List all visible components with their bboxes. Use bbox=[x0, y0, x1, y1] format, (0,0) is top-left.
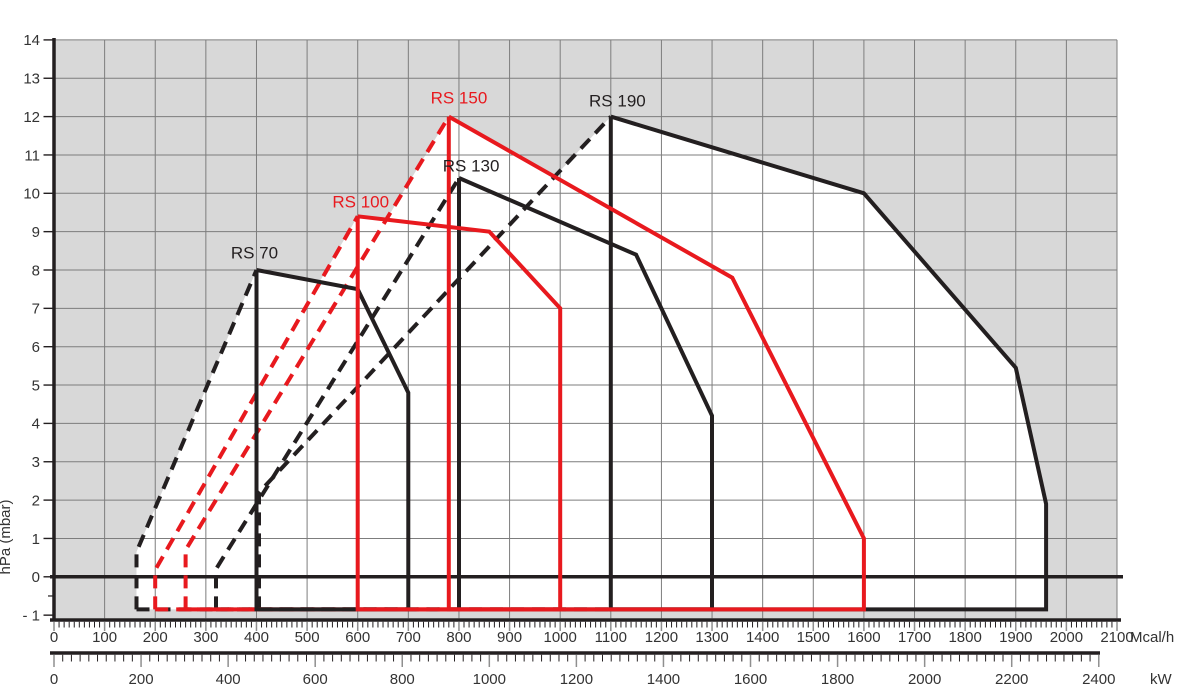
y-tick-label: 5 bbox=[32, 377, 40, 394]
mcal-tick-label: 1100 bbox=[595, 629, 627, 646]
kw-tick-label: 800 bbox=[390, 671, 415, 688]
mcal-tick-label: 1700 bbox=[898, 629, 931, 646]
mcal-tick-label: 1800 bbox=[948, 629, 981, 646]
rs-70-min-boundary bbox=[134, 269, 259, 610]
rs-130-min-boundary bbox=[214, 176, 461, 610]
kw-tick-label: 1600 bbox=[734, 671, 767, 688]
rs-190-min-boundary bbox=[257, 115, 613, 610]
rs-70-label: RS 70 bbox=[231, 244, 278, 263]
y-tick-label: 13 bbox=[23, 71, 40, 88]
mcal-tick-label: 900 bbox=[497, 629, 522, 646]
chart-background bbox=[54, 39, 1117, 619]
kw-unit-label: kW bbox=[1150, 671, 1173, 688]
mcal-tick-label: 1500 bbox=[797, 629, 830, 646]
kw-tick-label: 2000 bbox=[908, 671, 941, 688]
y-tick-label: 9 bbox=[32, 224, 40, 241]
kw-tick-label: 400 bbox=[216, 671, 241, 688]
mcal-tick-label: 700 bbox=[396, 629, 421, 646]
y-tick-label: 7 bbox=[32, 301, 40, 318]
y-tick-label: 4 bbox=[32, 416, 40, 433]
y-tick-label: - 1 bbox=[22, 607, 40, 624]
kw-tick-label: 2400 bbox=[1082, 671, 1115, 688]
mcal-tick-label: 2100 bbox=[1100, 629, 1133, 646]
kw-tick-label: 2200 bbox=[995, 671, 1028, 688]
mcal-tick-label: 0 bbox=[50, 629, 58, 646]
kw-tick-label: 1200 bbox=[560, 671, 593, 688]
kw-tick-label: 200 bbox=[129, 671, 154, 688]
y-axis-title: hPa (mbar) bbox=[0, 499, 14, 574]
mcal-tick-label: 1900 bbox=[999, 629, 1032, 646]
rs-150-envelope bbox=[446, 114, 866, 612]
y-tick-label: 1 bbox=[32, 531, 40, 548]
mcal-tick-label: 100 bbox=[92, 629, 117, 646]
kw-tick-label: 0 bbox=[50, 671, 58, 688]
working-range-area bbox=[136, 116, 1047, 610]
kw-tick-label: 1400 bbox=[647, 671, 680, 688]
y-tick-label: 10 bbox=[23, 186, 40, 203]
mcal-tick-label: 200 bbox=[143, 629, 168, 646]
rs-130-envelope bbox=[457, 176, 714, 612]
y-tick-label: 6 bbox=[32, 339, 40, 356]
mcal-tick-label: 400 bbox=[244, 629, 269, 646]
y-tick-label: 0 bbox=[32, 569, 40, 586]
y-tick-label: 3 bbox=[32, 454, 40, 471]
mcal-tick-label: 1000 bbox=[544, 629, 577, 646]
mcal-tick-label: 2000 bbox=[1050, 629, 1083, 646]
mcal-tick-label: 600 bbox=[345, 629, 370, 646]
kw-tick-label: 1800 bbox=[821, 671, 854, 688]
rs-70-envelope bbox=[254, 268, 411, 612]
max-output-envelopes bbox=[254, 114, 1049, 612]
mcal-tick-label: 1200 bbox=[645, 629, 678, 646]
rs-100-label: RS 100 bbox=[332, 193, 389, 212]
rs-130-label: RS 130 bbox=[443, 157, 500, 176]
mcal-tick-label: 800 bbox=[446, 629, 471, 646]
rs-190-label: RS 190 bbox=[589, 91, 646, 110]
kw-tick-label: 1000 bbox=[473, 671, 506, 688]
rs-100-envelope bbox=[355, 214, 563, 612]
mcal-tick-label: 300 bbox=[193, 629, 218, 646]
mcal-tick-label: 500 bbox=[295, 629, 320, 646]
kw-tick-label: 600 bbox=[303, 671, 328, 688]
mcal-unit-label: Mcal/h bbox=[1130, 629, 1174, 646]
mcal-tick-label: 1300 bbox=[695, 629, 728, 646]
y-tick-label: 14 bbox=[23, 32, 40, 49]
y-tick-label: 8 bbox=[32, 262, 40, 279]
y-tick-label: 11 bbox=[24, 147, 40, 164]
y-tick-label: 12 bbox=[23, 109, 40, 126]
y-tick-label: 2 bbox=[32, 492, 40, 509]
mcal-tick-label: 1400 bbox=[746, 629, 779, 646]
mcal-tick-label: 1600 bbox=[847, 629, 880, 646]
series-labels: RS 70 RS 130 RS 190 RS 100 RS 150 bbox=[231, 88, 646, 262]
rs-150-label: RS 150 bbox=[431, 88, 488, 107]
